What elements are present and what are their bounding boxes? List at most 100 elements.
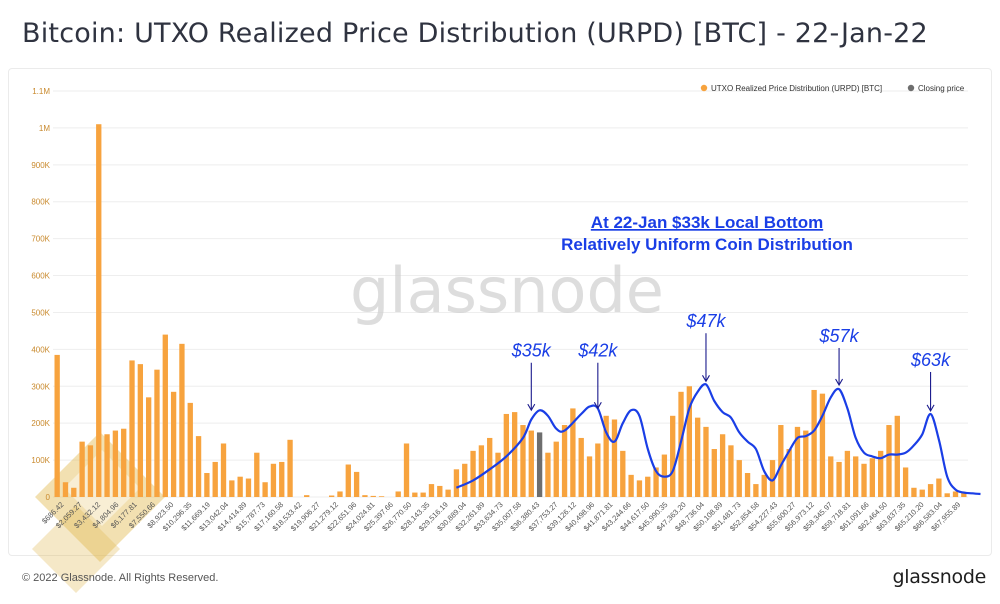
bar	[121, 428, 127, 497]
bar	[245, 478, 252, 497]
bar	[154, 369, 160, 497]
headline-line-2: Relatively Uniform Coin Distribution	[561, 235, 853, 254]
y-tick-label: 400K	[31, 345, 50, 354]
bar	[819, 393, 826, 497]
bar	[753, 484, 759, 497]
bar	[220, 443, 227, 497]
bar	[828, 456, 834, 497]
bar	[836, 461, 842, 497]
bar	[611, 419, 618, 497]
annotation-arrow-head	[702, 375, 710, 383]
bar	[877, 450, 884, 497]
bar	[212, 461, 218, 497]
bar	[462, 463, 468, 497]
bar	[645, 476, 651, 497]
bars	[54, 124, 967, 497]
bar	[744, 473, 751, 497]
y-tick-label: 1M	[39, 124, 50, 133]
bar	[337, 491, 343, 497]
bar	[362, 495, 368, 497]
y-tick-label: 100K	[31, 456, 50, 465]
bar	[736, 460, 742, 497]
y-tick-label: 1.1M	[32, 87, 50, 96]
bar	[719, 434, 726, 497]
bar	[886, 425, 892, 497]
bar	[137, 364, 144, 497]
price-annotation-label: $63k	[910, 350, 951, 370]
bar	[803, 430, 809, 497]
bar	[570, 408, 576, 497]
bar	[279, 461, 285, 497]
bar	[728, 445, 734, 497]
bar	[437, 485, 443, 497]
bar	[270, 463, 277, 497]
bar	[844, 450, 851, 497]
decor-diamond-shape	[32, 505, 120, 593]
y-tick-label: 200K	[31, 419, 50, 428]
bar	[378, 496, 385, 497]
headline-line-1: At 22-Jan $33k Local Bottom	[591, 213, 823, 232]
bar	[237, 476, 243, 497]
bar	[487, 437, 493, 497]
bar	[553, 441, 559, 497]
bar	[145, 397, 152, 497]
bar	[711, 449, 717, 497]
price-annotation-label: $47k	[685, 311, 726, 331]
annotation-arrow-head	[835, 378, 844, 387]
bar	[345, 464, 351, 497]
price-annotation-label: $57k	[819, 326, 860, 346]
bar	[869, 458, 876, 497]
legend-urpd-swatch	[700, 84, 708, 92]
bar	[495, 452, 501, 497]
bar	[204, 473, 210, 497]
bar	[453, 469, 460, 497]
watermark: glassnode	[350, 254, 664, 327]
bar	[811, 389, 817, 497]
bar	[778, 425, 784, 497]
bar	[511, 412, 518, 497]
y-tick-label: 500K	[31, 308, 50, 317]
bar	[595, 443, 601, 497]
bar	[170, 391, 177, 497]
bar	[927, 484, 934, 497]
bar	[254, 452, 260, 497]
y-tick-label: 700K	[31, 235, 50, 244]
y-tick-label: 0	[46, 493, 51, 502]
bar	[545, 452, 551, 497]
bar	[370, 495, 376, 497]
page-title: Bitcoin: UTXO Realized Price Distributio…	[22, 18, 928, 49]
bar	[919, 489, 925, 497]
bar	[129, 360, 135, 497]
annotation-arrow-head	[593, 401, 602, 410]
bar	[520, 425, 526, 497]
y-tick-label: 600K	[31, 272, 50, 281]
bar	[686, 386, 693, 497]
bar	[578, 437, 584, 497]
distribution-curve	[455, 383, 981, 496]
bar	[54, 354, 60, 497]
annotation-arrow-head	[926, 404, 935, 412]
bar	[620, 450, 626, 497]
price-annotation-label: $35k	[511, 341, 552, 361]
brand-logo: glassnode	[892, 566, 987, 588]
bar	[79, 441, 85, 497]
bar	[304, 495, 310, 497]
bar	[703, 426, 709, 497]
price-annotation-label: $42k	[577, 341, 618, 361]
bar	[653, 467, 659, 497]
bar	[395, 491, 401, 497]
bar	[586, 456, 593, 497]
annotation-arrow-head	[527, 403, 536, 412]
chart-frame	[8, 68, 992, 556]
x-axis-labels: $686.42$2,059.27$3,432.12$4,804.96$6,177…	[40, 500, 962, 533]
bar	[911, 487, 917, 497]
bar	[428, 484, 435, 497]
bar	[162, 334, 168, 497]
bar	[195, 436, 202, 497]
bar	[528, 430, 534, 497]
bar	[104, 434, 110, 497]
bar	[478, 445, 485, 497]
legend-closing-swatch	[907, 84, 915, 92]
bar	[229, 480, 235, 497]
bar	[636, 480, 643, 497]
